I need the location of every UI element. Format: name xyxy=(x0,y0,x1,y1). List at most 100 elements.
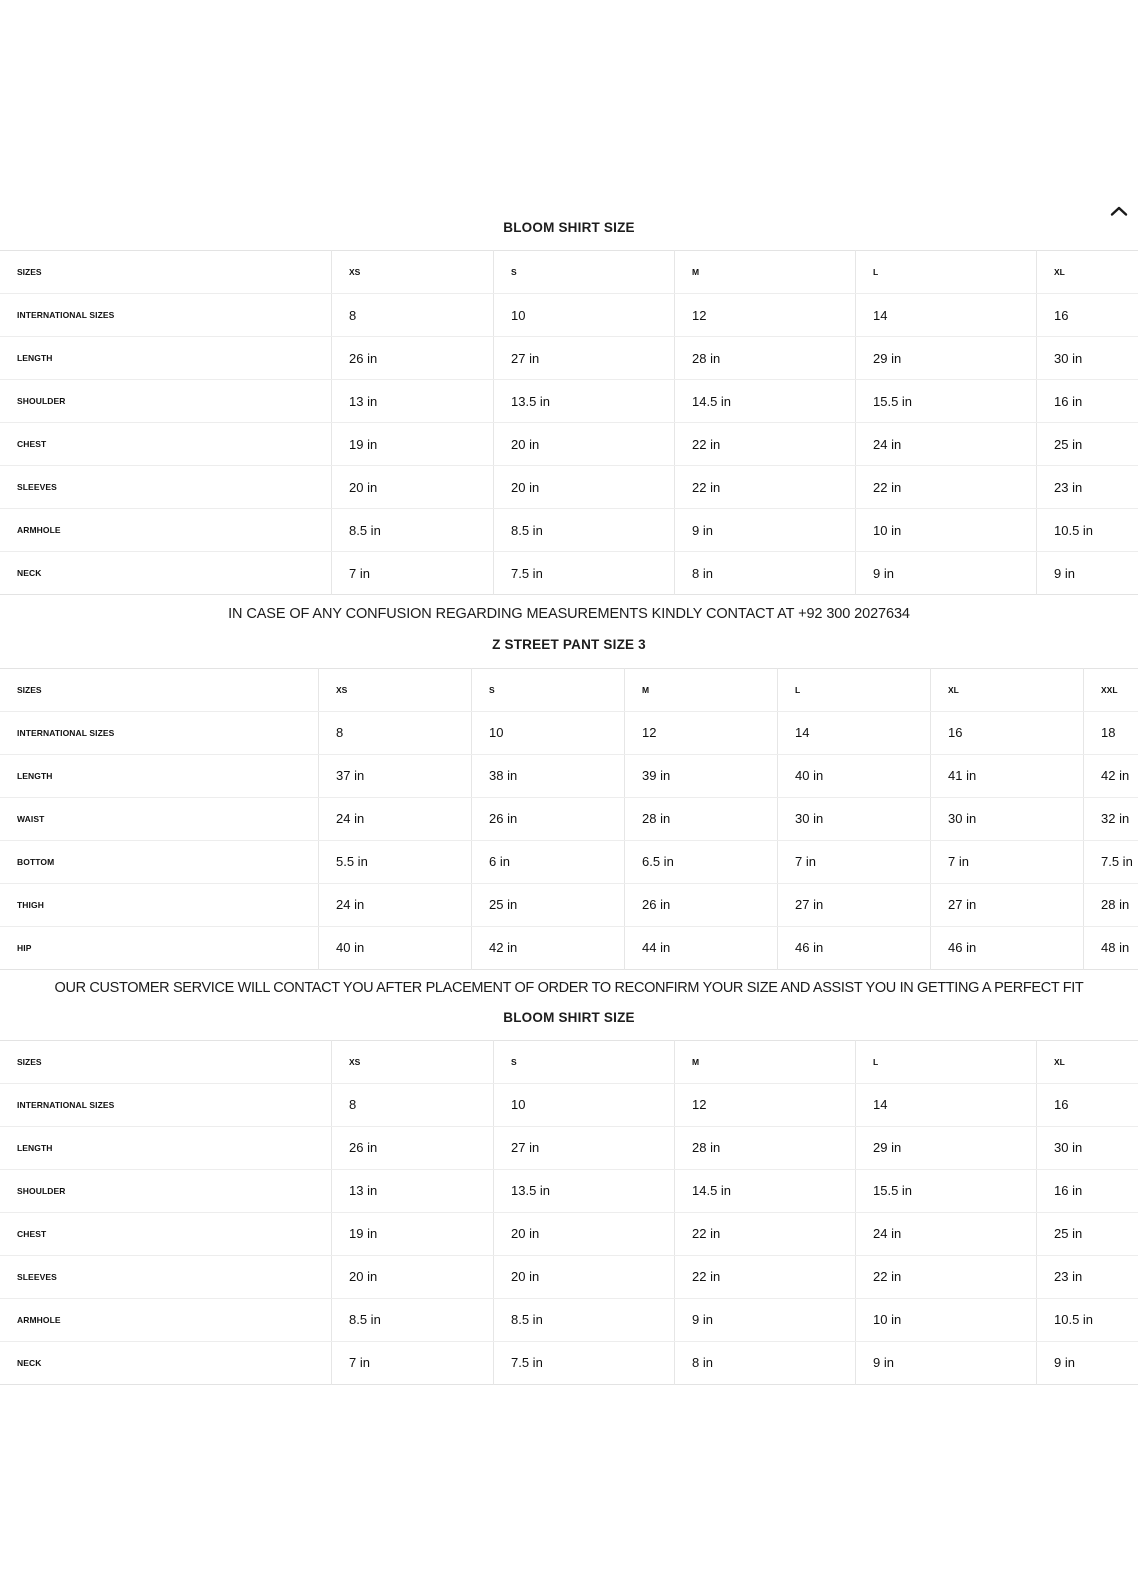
column-header-xs: XS xyxy=(331,250,494,295)
cell-value: 20 in xyxy=(331,1255,494,1299)
cell-value: 5.5 in xyxy=(318,840,472,884)
cell-value: 8.5 in xyxy=(493,1298,675,1342)
cell-value: 26 in xyxy=(331,1126,494,1170)
cell-value: 26 in xyxy=(624,883,778,927)
page-title-bloom-2: BLOOM SHIRT SIZE xyxy=(503,1009,635,1025)
table-row: BOTTOM 5.5 in 6 in 6.5 in 7 in 7 in 7.5 … xyxy=(0,840,1138,884)
cell-value: 16 in xyxy=(1036,1169,1138,1213)
cell-value: 26 in xyxy=(331,336,494,381)
row-label: LENGTH xyxy=(0,754,319,798)
cell-value: 9 in xyxy=(1036,1341,1138,1385)
row-label: ARMHOLE xyxy=(0,508,332,553)
cell-value: 10 xyxy=(493,1083,675,1127)
note-customer-service: OUR CUSTOMER SERVICE WILL CONTACT YOU AF… xyxy=(54,979,1084,996)
cell-value: 13 in xyxy=(331,379,494,424)
cell-value: 10.5 in xyxy=(1036,1298,1138,1342)
cell-value: 20 in xyxy=(493,1255,675,1299)
table-row: ARMHOLE 8.5 in 8.5 in 9 in 10 in 10.5 in xyxy=(0,1298,1138,1342)
column-header-xl: XL xyxy=(1036,250,1138,295)
cell-value: 8 xyxy=(331,1083,494,1127)
cell-value: 29 in xyxy=(855,1126,1037,1170)
cell-value: 22 in xyxy=(855,465,1037,510)
row-label: LENGTH xyxy=(0,1126,332,1170)
cell-value: 20 in xyxy=(331,465,494,510)
column-header-l: L xyxy=(855,250,1037,295)
table-row: NECK 7 in 7.5 in 8 in 9 in 9 in xyxy=(0,1341,1138,1385)
cell-value: 25 in xyxy=(471,883,625,927)
table-row: SHOULDER 13 in 13.5 in 14.5 in 15.5 in 1… xyxy=(0,379,1138,424)
cell-value: 46 in xyxy=(777,926,931,969)
cell-value: 8 in xyxy=(674,551,856,595)
cell-value: 10 in xyxy=(855,508,1037,553)
table-row: LENGTH 37 in 38 in 39 in 40 in 41 in 42 … xyxy=(0,754,1138,798)
row-label: SHOULDER xyxy=(0,379,332,424)
section-bloom-shirt-size-1: BLOOM SHIRT SIZE SIZES XS S M L XL I xyxy=(0,216,1138,596)
cell-value: 27 in xyxy=(493,1126,675,1170)
cell-value: 13.5 in xyxy=(493,379,675,424)
cell-value: 38 in xyxy=(471,754,625,798)
cell-value: 42 in xyxy=(471,926,625,969)
cell-value: 15.5 in xyxy=(855,379,1037,424)
column-header-sizes: SIZES xyxy=(0,668,319,712)
column-header-sizes: SIZES xyxy=(0,1040,332,1084)
row-label: SLEEVES xyxy=(0,465,332,510)
cell-value: 7.5 in xyxy=(493,1341,675,1385)
table-wrap-pant: SIZES XS S M L XL XXL INTERNATIONAL SIZE… xyxy=(0,667,1138,970)
cell-value: 24 in xyxy=(318,797,472,841)
cell-value: 8.5 in xyxy=(331,1298,494,1342)
cell-value: 19 in xyxy=(331,1212,494,1256)
cell-value: 24 in xyxy=(318,883,472,927)
row-label: THIGH xyxy=(0,883,319,927)
column-header-s: S xyxy=(493,1040,675,1084)
cell-value: 25 in xyxy=(1036,1212,1138,1256)
cell-value: 14 xyxy=(855,1083,1037,1127)
table-row: LENGTH 26 in 27 in 28 in 29 in 30 in xyxy=(0,1126,1138,1170)
row-label: ARMHOLE xyxy=(0,1298,332,1342)
cell-value: 12 xyxy=(624,711,778,755)
table-row-header: SIZES XS S M L XL xyxy=(0,1040,1138,1084)
cell-value: 28 in xyxy=(674,1126,856,1170)
table-row: INTERNATIONAL SIZES 8 10 12 14 16 18 xyxy=(0,711,1138,755)
table-row-header: SIZES XS S M L XL XXL xyxy=(0,668,1138,712)
row-label: WAIST xyxy=(0,797,319,841)
column-header-xs: XS xyxy=(331,1040,494,1084)
cell-value: 41 in xyxy=(930,754,1084,798)
cell-value: 15.5 in xyxy=(855,1169,1037,1213)
size-table-bloom-2: SIZES XS S M L XL INTERNATIONAL SIZES 8 … xyxy=(0,1039,1138,1385)
column-header-xs: XS xyxy=(318,668,472,712)
column-header-s: S xyxy=(471,668,625,712)
table-wrap-bloom-2: SIZES XS S M L XL INTERNATIONAL SIZES 8 … xyxy=(0,1039,1138,1385)
table-row: CHEST 19 in 20 in 22 in 24 in 25 in xyxy=(0,1212,1138,1256)
row-label: BOTTOM xyxy=(0,840,319,884)
cell-value: 22 in xyxy=(674,1212,856,1256)
cell-value: 32 in xyxy=(1083,797,1138,841)
cell-value: 30 in xyxy=(930,797,1084,841)
cell-value: 28 in xyxy=(1083,883,1138,927)
cell-value: 30 in xyxy=(777,797,931,841)
section-z-street-pant-size: Z STREET PANT SIZE 3 SIZES XS S M L XL X… xyxy=(0,633,1138,970)
section-bloom-shirt-size-2: BLOOM SHIRT SIZE SIZES XS S M L XL I xyxy=(0,1006,1138,1385)
scroll-to-top-button[interactable] xyxy=(1106,200,1132,222)
cell-value: 9 in xyxy=(855,551,1037,595)
cell-value: 6 in xyxy=(471,840,625,884)
cell-value: 10.5 in xyxy=(1036,508,1138,553)
cell-value: 9 in xyxy=(674,508,856,553)
cell-value: 26 in xyxy=(471,797,625,841)
size-table-bloom-1: SIZES XS S M L XL INTERNATIONAL SIZES 8 … xyxy=(0,250,1138,596)
cell-value: 30 in xyxy=(1036,336,1138,381)
cell-value: 6.5 in xyxy=(624,840,778,884)
table-row: NECK 7 in 7.5 in 8 in 9 in 9 in xyxy=(0,551,1138,595)
column-header-l: L xyxy=(855,1040,1037,1084)
cell-value: 7 in xyxy=(930,840,1084,884)
cell-value: 39 in xyxy=(624,754,778,798)
cell-value: 12 xyxy=(674,293,856,338)
cell-value: 13.5 in xyxy=(493,1169,675,1213)
cell-value: 20 in xyxy=(493,1212,675,1256)
cell-value: 8 xyxy=(331,293,494,338)
table-row: INTERNATIONAL SIZES 8 10 12 14 16 xyxy=(0,293,1138,338)
cell-value: 8 in xyxy=(674,1341,856,1385)
cell-value: 27 in xyxy=(777,883,931,927)
row-label: HIP xyxy=(0,926,319,969)
cell-value: 27 in xyxy=(493,336,675,381)
column-header-xl: XL xyxy=(1036,1040,1138,1084)
